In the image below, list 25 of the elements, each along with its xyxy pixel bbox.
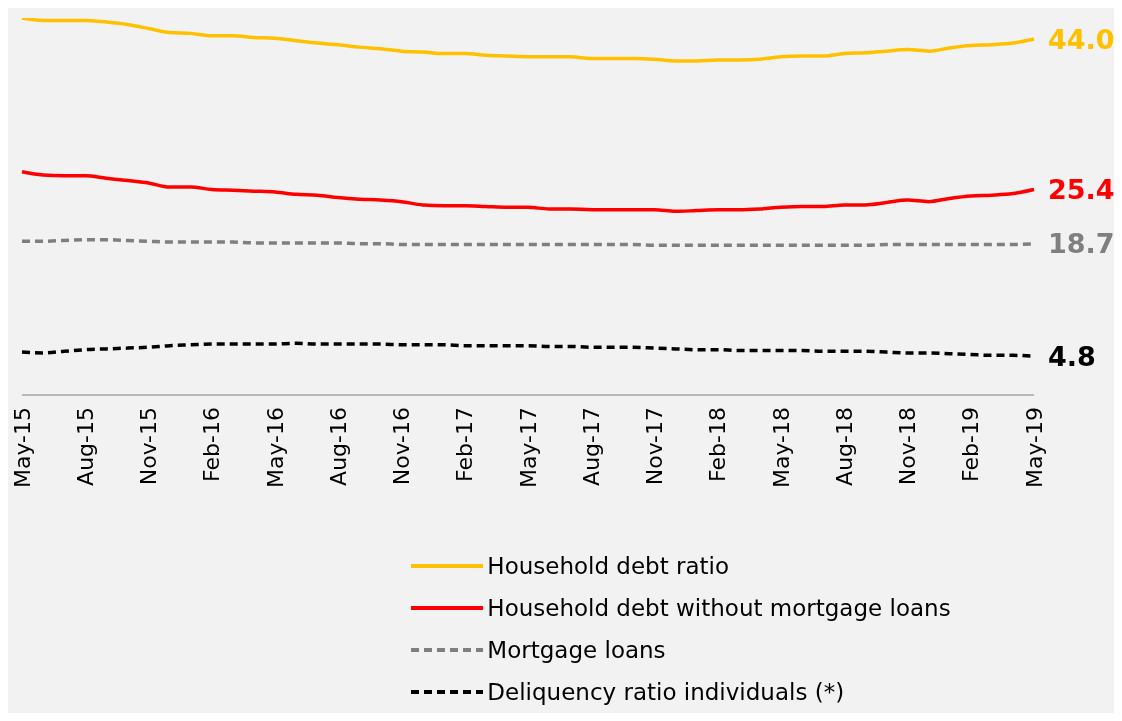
x-tick-label: Aug-15 [72,407,98,486]
x-tick-label: May-18 [768,407,794,489]
x-tick-label: May-15 [9,407,35,489]
x-tick-label: Feb-16 [199,407,225,482]
data-label: 4.8 [1048,340,1096,372]
x-tick-label: May-16 [262,407,288,489]
x-tick-label: Feb-17 [452,407,478,482]
x-tick-label: May-19 [1021,407,1047,489]
x-tick-label: Aug-17 [578,407,604,486]
legend-label: Deliquency ratio individuals (*) [487,679,845,705]
x-tick-label: May-17 [515,407,541,489]
data-label: 44.0 [1048,23,1115,55]
legend-label: Household debt without mortgage loans [487,595,951,621]
x-tick-label: Aug-18 [831,407,857,486]
x-tick-label: Feb-18 [705,407,731,482]
x-tick-label: Nov-16 [389,407,414,486]
x-tick-label: Nov-17 [642,407,667,486]
x-tick-label: Nov-15 [136,407,161,486]
x-tick-label: Feb-19 [958,407,984,482]
legend-label: Household debt ratio [487,553,730,579]
x-tick-label: Nov-18 [895,407,920,486]
data-label: 18.7 [1048,228,1115,260]
legend-label: Mortgage loans [487,637,666,663]
data-label: 25.4 [1048,174,1115,206]
x-tick-label: Aug-16 [325,407,351,486]
